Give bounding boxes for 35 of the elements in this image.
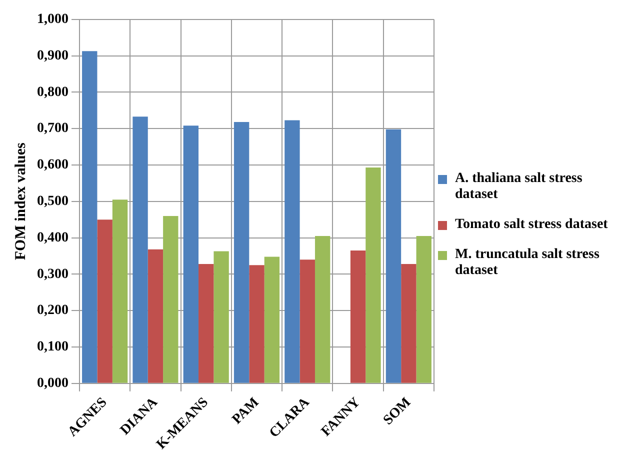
bar [97, 220, 112, 383]
y-tick-label: 0,300 [37, 266, 68, 282]
bar [386, 129, 402, 383]
y-tick-label: 0,700 [37, 121, 68, 136]
y-tick-label: 0,000 [37, 376, 68, 391]
y-tick-label: 0,800 [37, 84, 68, 100]
legend-label: Tomato salt stress dataset [455, 217, 608, 233]
bar [148, 249, 164, 383]
bar [183, 126, 199, 383]
bar [264, 256, 280, 383]
bar [198, 264, 214, 383]
bar [314, 236, 330, 383]
bar [132, 116, 148, 383]
bar [82, 51, 98, 383]
y-tick-label: 0,100 [37, 340, 68, 355]
y-tick-label: 0,600 [37, 158, 68, 173]
legend-label: A. thaliana salt stress dataset [455, 171, 584, 203]
y-tick-label: 0,900 [37, 48, 68, 64]
bar [249, 265, 264, 383]
bar [350, 250, 366, 383]
bar [163, 216, 178, 383]
y-tick-label: 0,400 [37, 230, 68, 246]
bar [112, 200, 128, 383]
legend-label: M. truncatula salt stress dataset [455, 247, 600, 279]
bar [234, 122, 250, 383]
bar [416, 236, 432, 383]
bar [300, 260, 315, 383]
y-tick-label: 0,200 [37, 303, 68, 318]
y-tick-label: 1,000 [37, 12, 68, 28]
bar [401, 264, 416, 383]
bar [214, 251, 229, 383]
y-tick-label: 0,500 [37, 194, 68, 209]
bar [284, 120, 300, 383]
y-axis-title: FOM index values [12, 142, 29, 260]
bar [366, 168, 381, 383]
